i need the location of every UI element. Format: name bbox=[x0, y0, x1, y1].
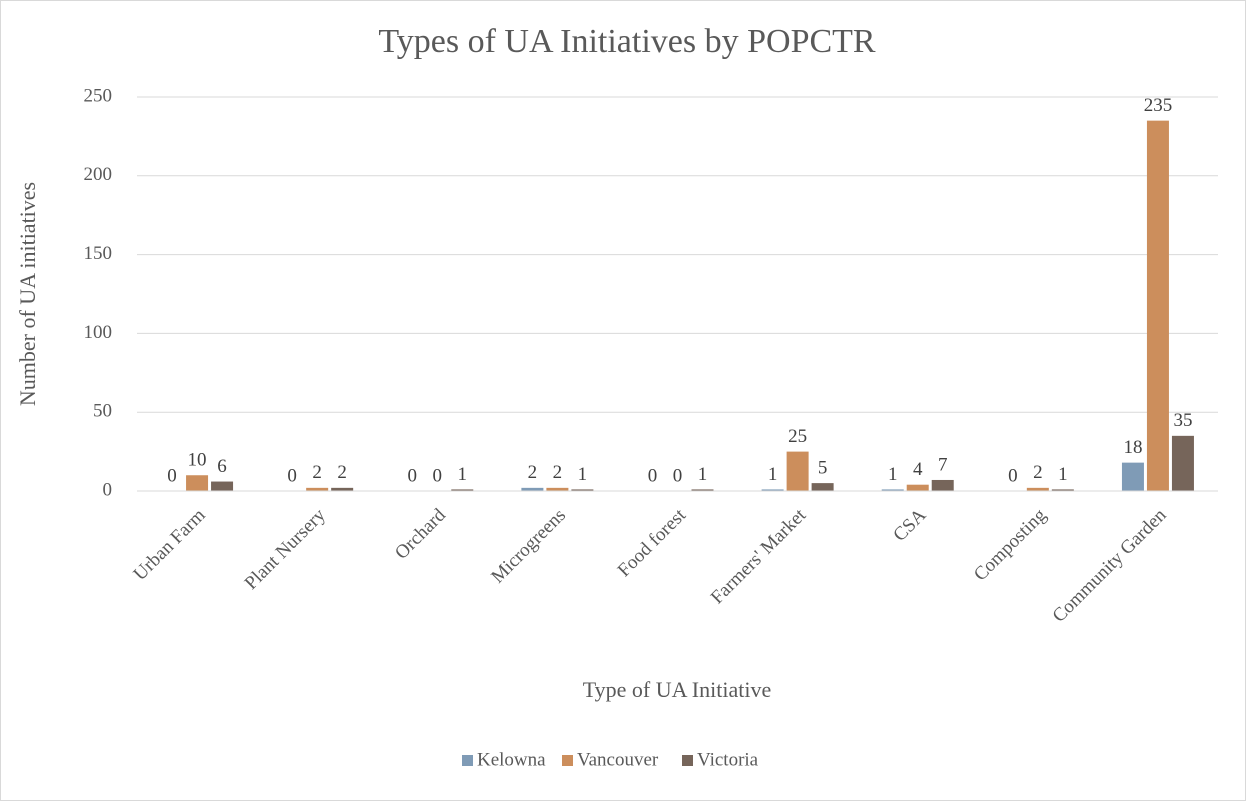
y-tick-label: 0 bbox=[103, 479, 113, 500]
data-label: 18 bbox=[1123, 437, 1142, 458]
bar bbox=[931, 479, 954, 491]
data-label: 0 bbox=[673, 465, 683, 486]
legend-swatch bbox=[562, 755, 573, 766]
y-tick-label: 100 bbox=[84, 322, 113, 343]
y-tick-label: 250 bbox=[84, 85, 113, 106]
bar bbox=[1121, 462, 1144, 491]
data-label: 7 bbox=[938, 454, 948, 475]
y-tick-label: 200 bbox=[84, 164, 113, 185]
bar bbox=[571, 489, 594, 491]
data-label: 2 bbox=[337, 462, 347, 483]
bar bbox=[761, 489, 784, 491]
data-label: 0 bbox=[433, 465, 443, 486]
data-label: 2 bbox=[553, 462, 563, 483]
data-label: 1 bbox=[1058, 464, 1068, 485]
data-label: 10 bbox=[188, 450, 207, 471]
data-label: 5 bbox=[818, 457, 828, 478]
data-label: 0 bbox=[648, 465, 658, 486]
data-label: 2 bbox=[1033, 462, 1043, 483]
bar bbox=[691, 489, 714, 491]
data-label: 1 bbox=[768, 464, 778, 485]
data-label: 6 bbox=[217, 456, 227, 477]
bar bbox=[1171, 435, 1194, 491]
bar bbox=[521, 487, 544, 491]
data-label: 1 bbox=[888, 464, 898, 485]
bar bbox=[1146, 120, 1169, 491]
bar bbox=[811, 483, 834, 491]
bar bbox=[1026, 487, 1049, 491]
data-label: 1 bbox=[578, 464, 588, 485]
y-axis-title: Number of UA initiatives bbox=[15, 182, 40, 406]
data-label: 35 bbox=[1173, 410, 1192, 431]
data-label: 25 bbox=[788, 426, 807, 447]
data-label: 1 bbox=[698, 464, 708, 485]
data-label: 0 bbox=[167, 465, 177, 486]
bar bbox=[451, 489, 474, 491]
data-label: 235 bbox=[1144, 95, 1173, 116]
legend-swatch bbox=[682, 755, 693, 766]
legend-label: Victoria bbox=[697, 749, 759, 770]
bar bbox=[546, 487, 569, 491]
data-label: 4 bbox=[913, 459, 923, 480]
data-label: 2 bbox=[528, 462, 538, 483]
bar bbox=[786, 451, 809, 491]
bar bbox=[881, 489, 904, 491]
legend-swatch bbox=[462, 755, 473, 766]
data-label: 0 bbox=[287, 465, 297, 486]
data-label: 1 bbox=[458, 464, 468, 485]
bar bbox=[186, 475, 209, 491]
x-axis-title: Type of UA Initiative bbox=[583, 677, 771, 702]
chart-title: Types of UA Initiatives by POPCTR bbox=[378, 23, 876, 60]
y-tick-label: 150 bbox=[84, 243, 113, 264]
bar bbox=[906, 484, 929, 491]
data-label: 0 bbox=[1008, 465, 1018, 486]
bar bbox=[211, 481, 234, 491]
data-label: 2 bbox=[312, 462, 322, 483]
bar bbox=[1051, 489, 1074, 491]
legend-label: Kelowna bbox=[477, 749, 546, 770]
y-tick-label: 50 bbox=[93, 401, 112, 422]
bar bbox=[331, 487, 354, 491]
data-label: 0 bbox=[408, 465, 418, 486]
legend-label: Vancouver bbox=[577, 749, 659, 770]
bar bbox=[306, 487, 329, 491]
